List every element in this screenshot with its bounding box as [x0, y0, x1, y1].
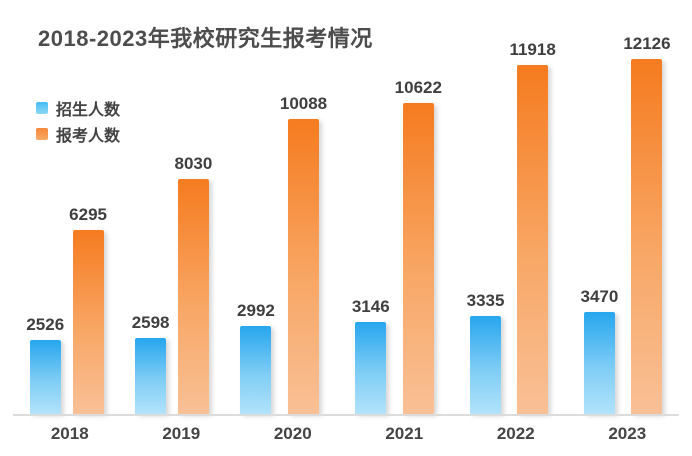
applicants-bar-column: 11918: [509, 40, 556, 414]
applicants-value-label: 6295: [69, 204, 107, 224]
legend: 招生人数 报考人数: [36, 97, 120, 149]
enrollment-value-label: 2598: [131, 312, 170, 332]
bar-group-2020: 2992 10088: [237, 93, 328, 414]
legend-swatch-enrollment-icon: [36, 102, 48, 114]
enrollment-bar-column: 3470: [580, 288, 618, 414]
bar-group-2018: 2526 6295: [26, 204, 107, 414]
x-tick-label: 2023: [608, 424, 647, 443]
legend-label-enrollment: 招生人数: [56, 102, 121, 119]
legend-item-applicants: 报考人数: [36, 123, 120, 145]
bar-group-2023: 3470 12126: [580, 34, 671, 414]
enrollment-bar-column: 3146: [351, 296, 390, 414]
enrollment-bar: [29, 340, 61, 414]
enrollment-value-label: 3470: [580, 287, 619, 307]
enrollment-bar: [355, 321, 387, 414]
applicants-value-label: 12126: [623, 34, 671, 53]
applicants-bar-column: 6295: [69, 204, 107, 414]
plot-area: 2526 6295 2598 8030 2992 10088 3146 10622 3335 11…: [14, 35, 683, 414]
applicants-bar: [402, 103, 434, 414]
enrollment-value-label: 3335: [466, 291, 505, 311]
enrollment-value-label: 2526: [26, 315, 65, 334]
x-tick-label: 2021: [385, 424, 424, 443]
enrollment-value-label: 3146: [351, 296, 390, 316]
enrollment-bar-column: 2526: [26, 316, 64, 414]
applicants-value-label: 8030: [174, 153, 213, 173]
legend-label-applicants: 报考人数: [56, 128, 121, 145]
enrollment-bar: [240, 326, 272, 414]
applicants-bar: [517, 65, 549, 414]
enrollment-bar-column: 2598: [131, 312, 170, 414]
applicants-value-label: 10622: [394, 78, 442, 97]
enrollment-bar-column: 2992: [237, 302, 275, 414]
x-axis-labels: 2018 2019 2020 2021 2022 2023: [14, 424, 683, 444]
applicants-bar: [288, 118, 319, 414]
enrollment-bar: [135, 337, 167, 414]
enrollment-bar: [470, 316, 502, 414]
legend-item-enrollment: 招生人数: [36, 97, 120, 119]
enrollment-bar-column: 3335: [466, 291, 505, 414]
x-tick-label: 2018: [50, 424, 89, 443]
chart-title: 2018-2023年我校研究生报考情况: [38, 26, 373, 51]
enrollment-bar: [583, 312, 615, 414]
legend-swatch-applicants-icon: [36, 128, 48, 140]
x-axis-line: [13, 414, 679, 416]
enrollment-value-label: 2992: [237, 301, 275, 321]
bar-group-2021: 3146 10622: [352, 79, 442, 414]
applicants-bar-column: 10622: [395, 79, 442, 414]
applicants-value-label: 10088: [279, 93, 328, 113]
applicants-bar-column: 10088: [279, 93, 328, 414]
bar-group-2019: 2598 8030: [131, 153, 213, 414]
x-tick-label: 2019: [162, 424, 201, 443]
x-tick-label: 2022: [496, 424, 535, 443]
applicants-value-label: 11918: [509, 40, 556, 60]
x-tick-label: 2020: [273, 424, 312, 443]
bar-group-2022: 3335 11918: [467, 41, 556, 414]
applicants-bar: [177, 178, 209, 414]
applicants-bar-column: 8030: [174, 153, 213, 414]
applicants-bar: [631, 59, 663, 414]
applicants-bar-column: 12126: [623, 34, 671, 414]
applicants-bar: [72, 229, 104, 414]
